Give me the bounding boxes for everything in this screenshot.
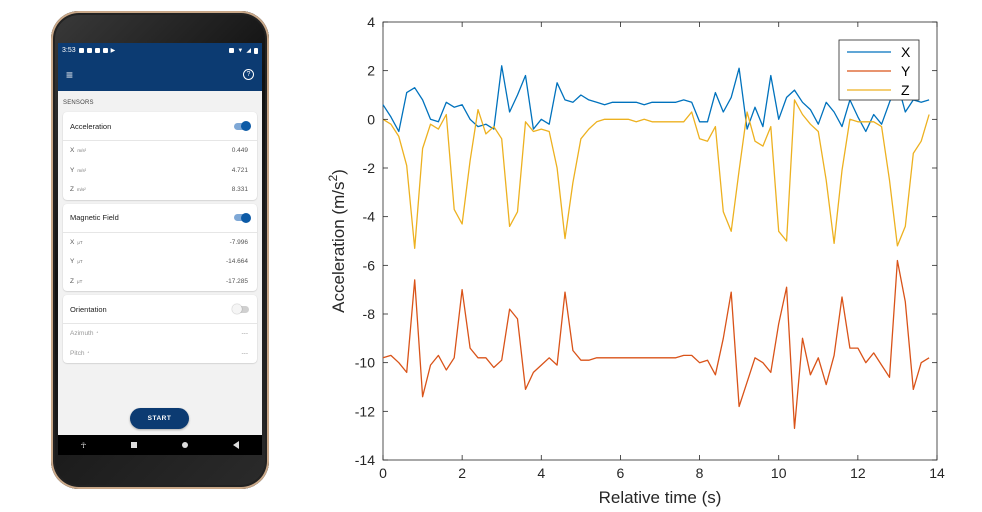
sensor-value: --- [241, 330, 249, 338]
legend-label-z: Z [901, 82, 910, 98]
legend-label-x: X [901, 44, 911, 60]
status-time: 3:53 [62, 47, 76, 54]
legend: XYZ [838, 39, 920, 101]
status-bar: 3:53 ▶ ▼ ◢ [58, 43, 262, 58]
y-tick-label: -14 [355, 452, 375, 468]
x-tick-label: 8 [696, 465, 704, 481]
y-tick-label: 0 [367, 111, 375, 127]
card-header: Magnetic Field [63, 204, 257, 233]
play-icon: ▶ [110, 48, 116, 54]
x-tick-label: 0 [379, 465, 387, 481]
y-tick-label: -2 [363, 160, 376, 176]
axis-label: X [70, 238, 75, 246]
unit-label: μT [76, 278, 83, 284]
sensor-card-orientation: Orientation Azimuth ° --- Pitch ° --- [63, 295, 257, 363]
help-circle-icon[interactable]: ? [243, 69, 254, 80]
battery-icon [254, 47, 258, 54]
x-tick-label: 4 [537, 465, 545, 481]
nfc-icon [229, 48, 235, 53]
sensor-value: -14.664 [225, 258, 248, 266]
unit-label: ° [87, 350, 90, 356]
card-header: Orientation [63, 295, 257, 324]
wifi-icon: ▼ [237, 47, 244, 54]
series-line-y [382, 259, 930, 430]
sensor-value: --- [241, 349, 249, 357]
axes-group: 0 2 4 6 8 10 12 14 4 2 0 -2 -4 -6 -8 -10 -12 -14 [355, 14, 945, 481]
axis-label: Y [70, 166, 75, 174]
y-tick-label: -12 [355, 403, 375, 419]
card-header: Acceleration [63, 112, 257, 141]
x-tick-label: 2 [458, 465, 466, 481]
section-title: SENSORS [63, 100, 94, 106]
recents-icon[interactable] [131, 442, 138, 448]
sensor-value: 8.331 [231, 186, 248, 194]
x-tick-label: 12 [850, 465, 866, 481]
y-tick-label: 2 [367, 63, 375, 79]
orientation-toggle[interactable] [232, 304, 249, 314]
card-title: Magnetic Field [70, 213, 119, 222]
signal-icon: ◢ [246, 48, 251, 54]
unit-label: ° [96, 331, 99, 337]
axis-label: Y [70, 258, 75, 266]
app-bar: ≡ ? [58, 58, 262, 91]
legend-label-y: Y [901, 63, 911, 79]
x-axis-label: Relative time (s) [599, 488, 722, 507]
accessibility-icon[interactable]: ☥ [80, 440, 87, 450]
unit-label: m/s² [77, 148, 87, 154]
sensor-value: -7.996 [229, 238, 248, 246]
y-tick-label: -4 [363, 209, 376, 225]
sensor-row: Pitch ° --- [63, 344, 257, 364]
axis-label: Azimuth [70, 330, 94, 338]
notification-icon [94, 48, 100, 53]
unit-label: m/s² [76, 187, 86, 193]
sensor-value: 4.721 [231, 166, 248, 174]
sensor-value: 0.449 [231, 147, 248, 155]
start-button[interactable]: START [130, 408, 189, 429]
y-tick-label: -10 [355, 355, 375, 371]
y-axis-label: Acceleration (m/s2) [326, 169, 348, 313]
series-group [382, 65, 930, 430]
acceleration-chart: 0 2 4 6 8 10 12 14 4 2 0 -2 -4 -6 -8 -10 -12 -14 Relative… [326, 14, 945, 507]
x-tick-label: 6 [617, 465, 625, 481]
acceleration-toggle[interactable] [234, 121, 251, 131]
notification-icon [102, 48, 108, 53]
y-tick-label: -8 [363, 306, 376, 322]
sensor-row: Azimuth ° --- [63, 324, 257, 344]
hamburger-menu-icon[interactable]: ≡ [66, 67, 74, 82]
home-icon[interactable] [182, 442, 189, 448]
axis-label: Z [70, 186, 74, 194]
axis-label: Z [70, 277, 74, 285]
y-tick-label: 4 [367, 14, 375, 30]
notification-icon [78, 48, 84, 53]
android-nav-bar: ☥ [58, 435, 262, 455]
axis-label: Pitch [70, 349, 85, 357]
y-tick-label: -6 [363, 257, 376, 273]
series-line-z [382, 99, 930, 249]
card-title: Acceleration [70, 121, 112, 131]
series-line-x [382, 65, 930, 133]
card-title: Orientation [70, 304, 107, 314]
magnetic-field-toggle[interactable] [234, 212, 251, 223]
x-tick-label: 14 [929, 465, 945, 481]
unit-label: m/s² [77, 167, 87, 173]
x-tick-label: 10 [771, 465, 787, 481]
sensor-value: -17.285 [225, 277, 248, 285]
notification-icon [86, 48, 92, 53]
axis-label: X [70, 147, 75, 155]
unit-label: μT [77, 239, 83, 245]
back-icon[interactable] [233, 441, 240, 449]
unit-label: μT [77, 259, 83, 265]
